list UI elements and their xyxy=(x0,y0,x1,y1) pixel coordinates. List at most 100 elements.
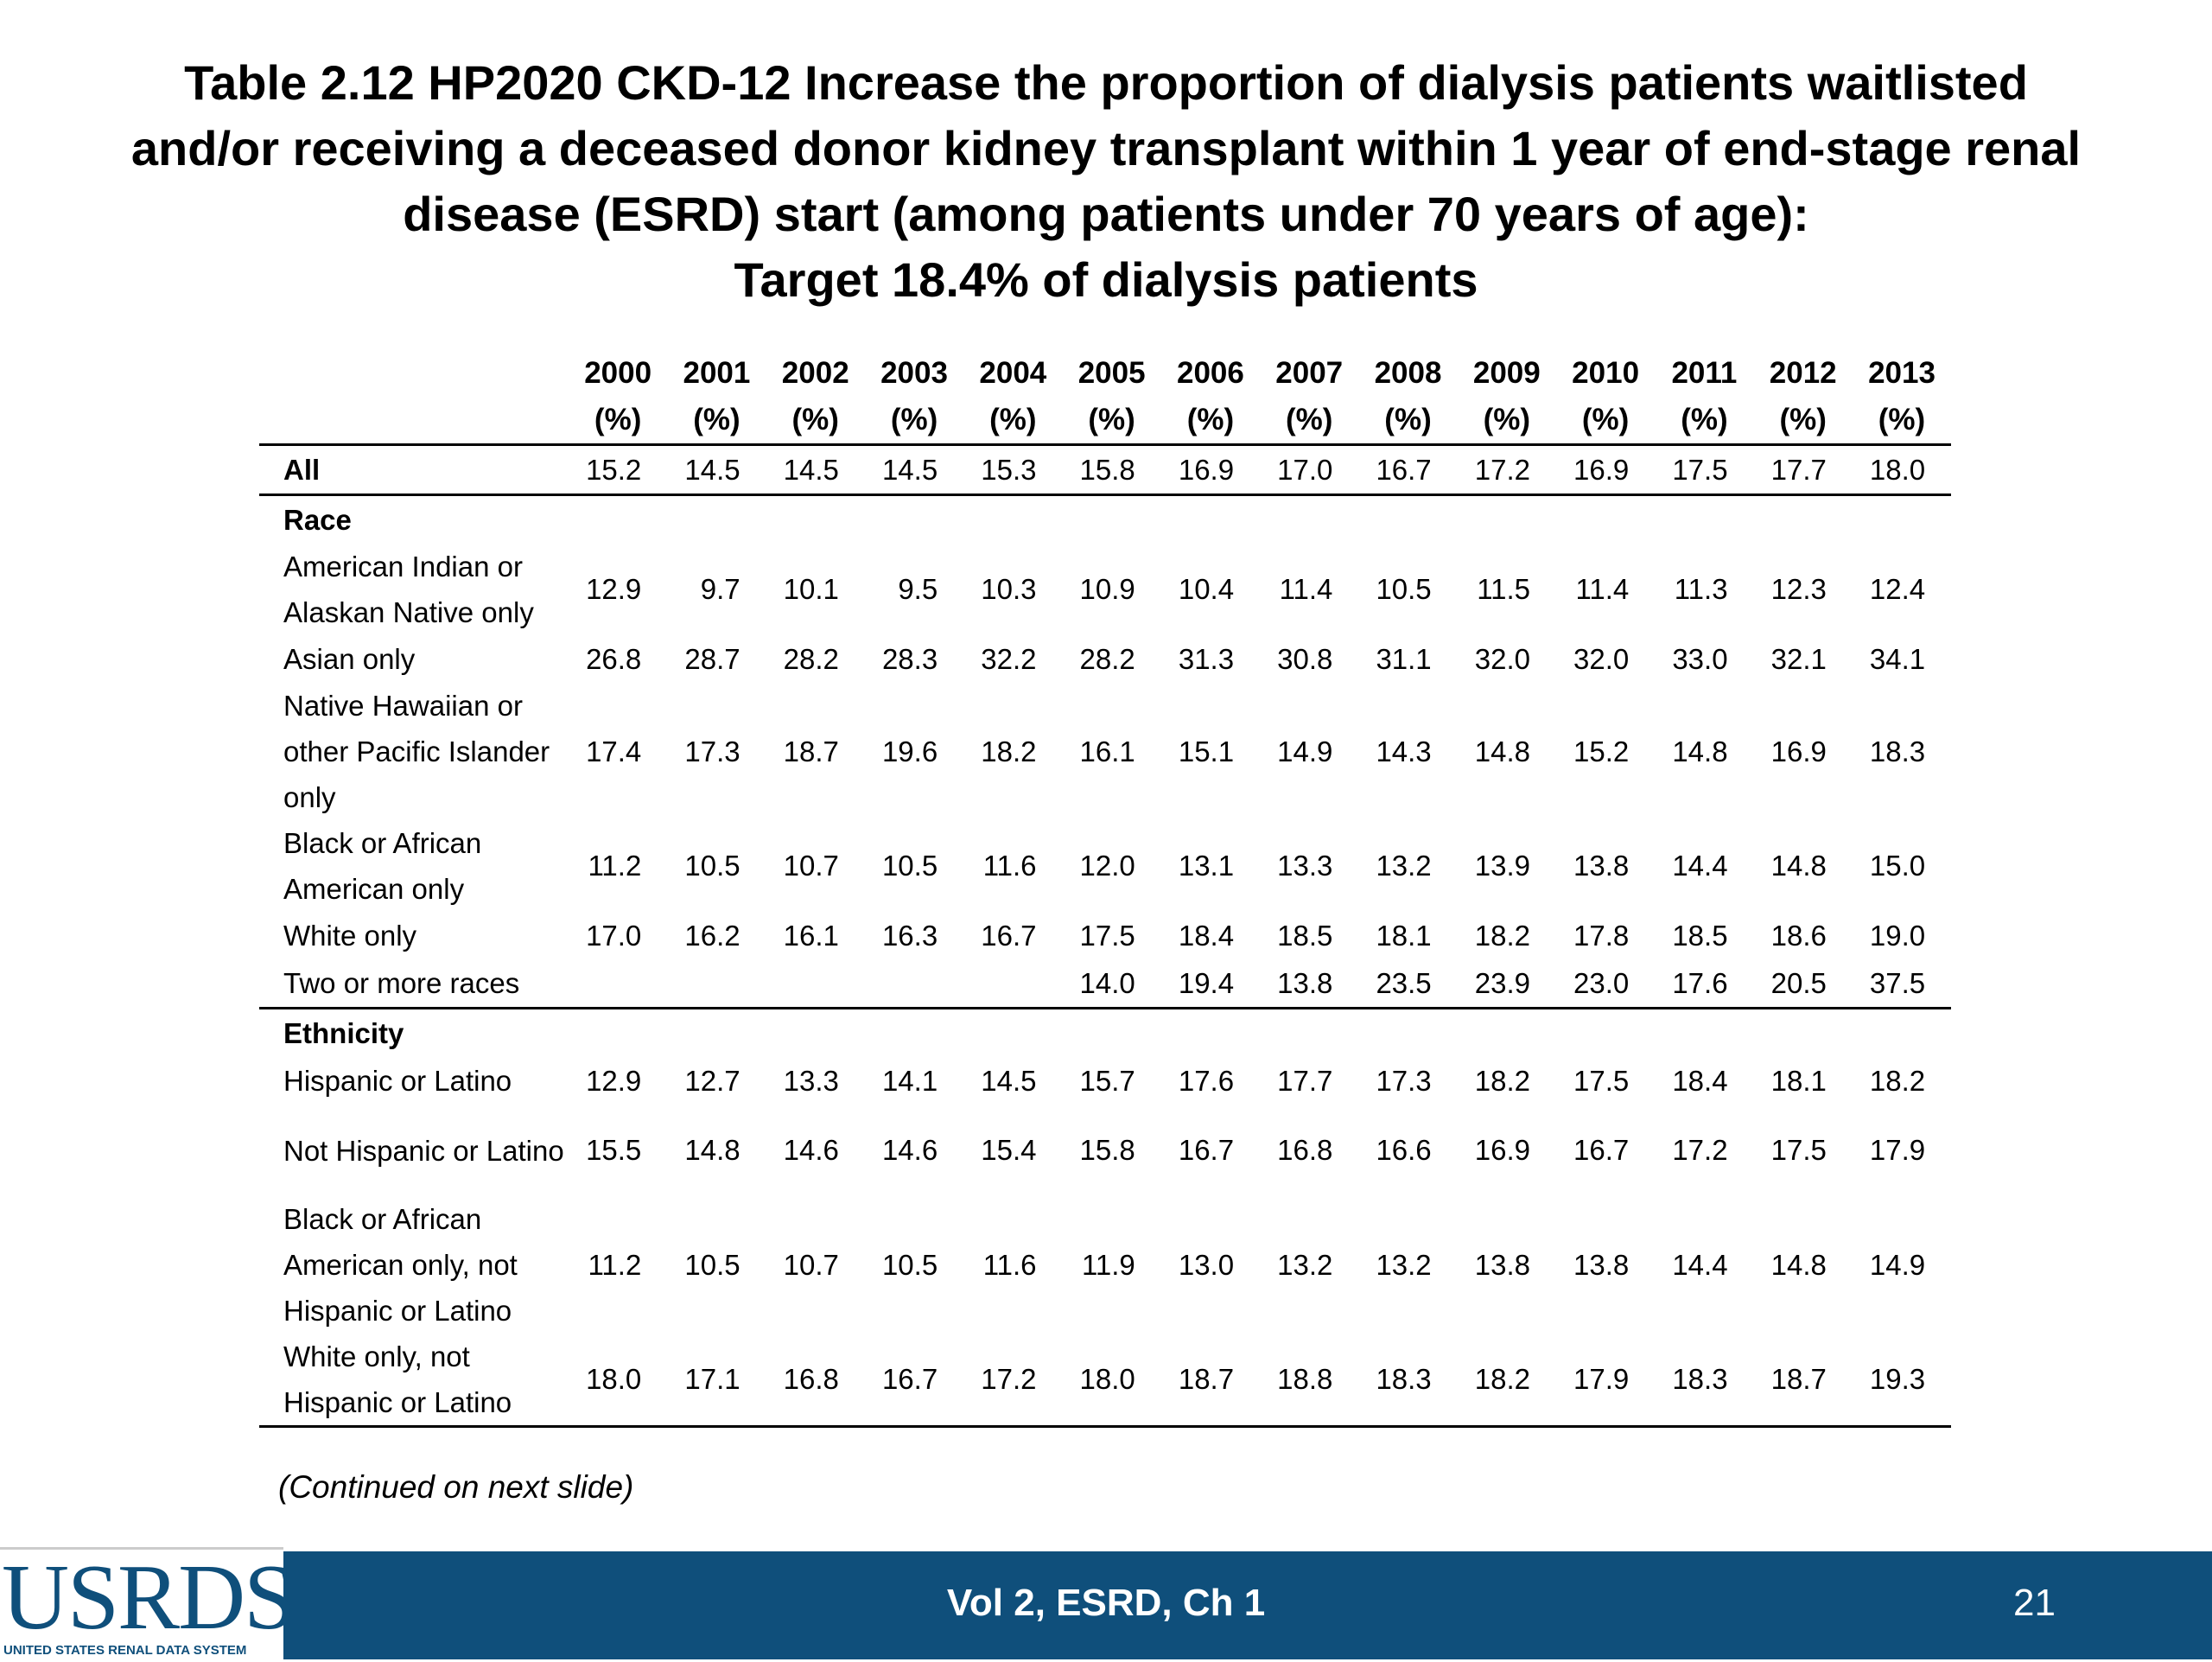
table-cell: 17.0 xyxy=(586,919,642,952)
unit-header: (%) xyxy=(1457,397,1556,446)
table-cell: 32.2 xyxy=(981,642,1037,675)
table-cell: 13.8 xyxy=(1573,1248,1630,1281)
table-cell: 16.6 xyxy=(1376,1134,1432,1166)
table-cell: 17.5 xyxy=(1079,919,1135,952)
table-cell: 14.4 xyxy=(1672,1248,1728,1281)
table-cell: 17.9 xyxy=(1555,1334,1656,1428)
table-cell: 32.0 xyxy=(1474,642,1530,675)
table-cell: 17.5 xyxy=(1770,1134,1827,1166)
table-cell: 26.8 xyxy=(586,642,642,675)
table-cell xyxy=(1161,495,1260,544)
table-row: Not Hispanic or Latino 15.5 14.8 14.6 14.6 15… xyxy=(259,1105,1951,1196)
table-cell: 11.9 xyxy=(1082,1248,1135,1281)
row-label: Two or more races xyxy=(259,959,569,1009)
table-cell: 16.7 xyxy=(1358,444,1458,496)
page-number: 21 xyxy=(2013,1582,2056,1624)
table-cell: 18.1 xyxy=(1770,1064,1827,1097)
table-cell: 15.2 xyxy=(1573,735,1630,767)
table-cell: 20.5 xyxy=(1753,959,1853,1009)
table-cell xyxy=(1853,495,1951,544)
continued-note: (Continued on next slide) xyxy=(278,1469,634,1505)
table-cell: 32.0 xyxy=(1573,642,1630,675)
usrds-logo: USRDS UNITED STATES RENAL DATA SYSTEM xyxy=(0,1547,296,1662)
table-cell: 11.5 xyxy=(1477,573,1530,605)
table-cell xyxy=(1556,1009,1655,1058)
table-cell: 15.8 xyxy=(1062,444,1161,496)
table-row: Hispanic or Latino 12.9 12.7 13.3 14.1 14.5 15… xyxy=(259,1057,1951,1105)
table-cell: 13.2 xyxy=(1277,1248,1333,1281)
table-cell: 13.1 xyxy=(1178,850,1235,882)
table-cell: 31.3 xyxy=(1178,642,1235,675)
table-cell xyxy=(1260,495,1358,544)
table-cell: 13.2 xyxy=(1376,850,1432,882)
unit-header: (%) xyxy=(766,397,865,446)
table-cell: 16.9 xyxy=(1770,735,1827,767)
table-row: Race xyxy=(259,495,1951,544)
table-cell xyxy=(1556,495,1655,544)
row-label: Not Hispanic or Latino xyxy=(283,1134,564,1167)
table-cell: 16.1 xyxy=(783,919,839,952)
table-cell: 14.6 xyxy=(783,1134,839,1166)
table-cell xyxy=(1358,1009,1457,1058)
table-cell: 18.2 xyxy=(1474,919,1530,952)
table-cell: 11.6 xyxy=(982,850,1037,882)
table-cell: 18.4 xyxy=(1178,919,1235,952)
table-cell: 10.7 xyxy=(783,1248,839,1281)
table-cell: 18.3 xyxy=(1655,1334,1754,1428)
table-cell: 15.8 xyxy=(1079,1134,1135,1166)
table-cell: 33.0 xyxy=(1672,642,1728,675)
table-cell: 16.8 xyxy=(1277,1134,1333,1166)
table-cell: 13.8 xyxy=(1474,1248,1530,1281)
row-label: Black or African American only, not Hisp… xyxy=(283,1203,518,1327)
table-cell: 13.3 xyxy=(1277,850,1333,882)
table-cell: 18.0 xyxy=(569,1334,668,1428)
year-header: 2008 xyxy=(1374,356,1442,390)
table-cell xyxy=(1260,1009,1358,1058)
table-cell: 28.2 xyxy=(783,642,839,675)
header-blank xyxy=(259,397,569,446)
table-cell: 10.3 xyxy=(981,573,1037,605)
row-label: All xyxy=(259,444,569,496)
table-cell: 11.2 xyxy=(588,1248,642,1281)
table-cell: 10.5 xyxy=(881,1248,938,1281)
row-label: Black or African American only xyxy=(283,827,482,905)
table-cell: 18.3 xyxy=(1869,735,1926,767)
footer-bar xyxy=(0,1551,2212,1659)
table-cell: 16.7 xyxy=(1178,1134,1235,1166)
table-cell: 11.4 xyxy=(1279,573,1333,605)
table-cell: 34.1 xyxy=(1869,642,1926,675)
table-cell: 16.9 xyxy=(1555,444,1656,496)
table-cell: 17.5 xyxy=(1655,444,1754,496)
table-cell: 17.3 xyxy=(1376,1064,1432,1097)
year-header: 2009 xyxy=(1472,356,1541,390)
table-cell xyxy=(569,1009,667,1058)
table-cell: 17.4 xyxy=(586,735,642,767)
table-cell: 13.0 xyxy=(1178,1248,1235,1281)
title-line-3: disease (ESRD) start (among patients und… xyxy=(403,187,1809,241)
table-row: Two or more races 14.0 19.4 13.8 23.5 23.9 23.… xyxy=(259,959,1952,1009)
table-cell xyxy=(963,1009,1062,1058)
year-header: 2005 xyxy=(1077,356,1146,390)
table-cell xyxy=(865,495,963,544)
year-header: 2011 xyxy=(1671,356,1738,390)
table-cell: 23.5 xyxy=(1358,959,1458,1009)
table-cell: 14.8 xyxy=(1672,735,1728,767)
table-cell: 18.2 xyxy=(981,735,1037,767)
table-cell: 13.8 xyxy=(1260,959,1359,1009)
footer-center-text: Vol 2, ESRD, Ch 1 xyxy=(946,1582,1266,1624)
table-cell xyxy=(963,959,1063,1009)
table-cell: 18.5 xyxy=(1672,919,1728,952)
table-cell: 18.0 xyxy=(1062,1334,1161,1428)
unit-header: (%) xyxy=(1555,397,1656,446)
table-cell xyxy=(1358,495,1457,544)
table-cell: 18.2 xyxy=(1457,1334,1556,1428)
logo-subtext: UNITED STATES RENAL DATA SYSTEM xyxy=(3,1643,247,1658)
table-cell: 32.1 xyxy=(1770,642,1827,675)
table-cell xyxy=(1655,1009,1753,1058)
table-body: All 15.2 14.5 14.5 14.5 15.3 15.8 16.9 17.0 16.7 1… xyxy=(259,444,1952,1428)
table-cell: 16.1 xyxy=(1079,735,1135,767)
table-cell: 17.2 xyxy=(963,1334,1063,1428)
table-cell: 18.6 xyxy=(1770,919,1827,952)
table-cell: 14.4 xyxy=(1672,850,1728,882)
row-label: Native Hawaiian or other Pacific Islande… xyxy=(283,690,550,813)
